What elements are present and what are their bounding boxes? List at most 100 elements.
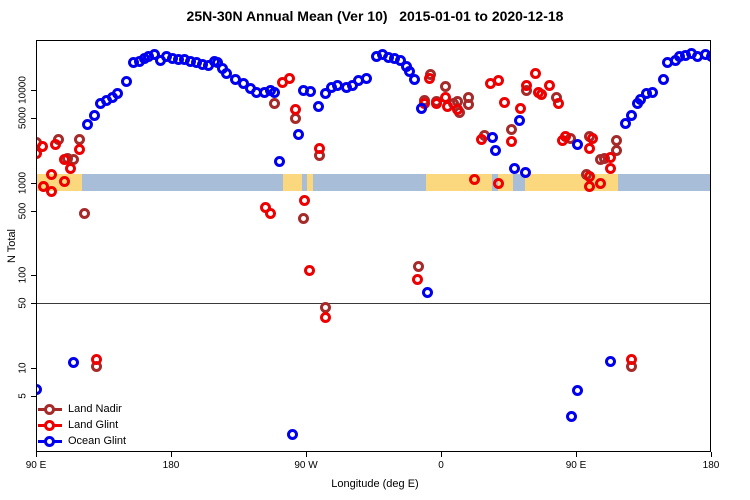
legend-circle-icon <box>44 403 55 415</box>
data-point-land-glint <box>543 79 555 91</box>
legend-item: Land Glint <box>38 417 126 433</box>
data-point-land-glint <box>411 273 423 285</box>
map-strip-segment-ocean <box>301 174 307 192</box>
data-point-ocean-glint <box>566 410 577 422</box>
y-axis-tick <box>31 90 36 92</box>
data-point-ocean-glint <box>273 156 285 168</box>
data-point-land-glint <box>441 101 453 113</box>
legend: Land Nadir Land Glint Ocean Glint <box>38 401 126 449</box>
y-axis-tick-label: 5 <box>17 393 29 399</box>
data-point-land-glint <box>452 104 463 116</box>
data-point-land-glint <box>626 354 637 366</box>
legend-marker-icon <box>38 403 62 415</box>
data-point-land-glint <box>515 103 526 115</box>
data-point-land-glint <box>45 186 57 198</box>
y-axis-tick <box>31 182 36 184</box>
data-point-land-glint <box>536 89 547 101</box>
data-point-land-nadir <box>78 207 90 219</box>
data-point-ocean-glint <box>149 48 160 60</box>
data-point-land-glint <box>90 354 102 366</box>
data-point-land-glint <box>498 97 510 109</box>
data-point-land-nadir <box>413 260 424 272</box>
map-strip-segment-ocean <box>617 174 711 192</box>
plot-border <box>36 40 711 452</box>
data-point-ocean-glint <box>572 139 583 151</box>
data-point-ocean-glint <box>647 87 658 99</box>
data-point-ocean-glint <box>221 67 232 79</box>
data-point-ocean-glint <box>360 72 372 84</box>
data-point-land-glint <box>584 143 595 154</box>
data-point-ocean-glint <box>657 74 669 86</box>
y-axis-tick <box>31 117 36 119</box>
y-axis-tick-label: 100 <box>17 267 29 284</box>
data-point-ocean-glint <box>287 429 298 441</box>
chart-title: 25N-30N Annual Mean (Ver 10) 2015-01-01 … <box>186 8 564 24</box>
data-point-land-nadir <box>74 134 85 146</box>
data-point-land-glint <box>584 170 595 182</box>
data-point-ocean-glint <box>312 101 324 113</box>
x-axis-tick-label: 180 <box>162 460 180 471</box>
data-point-ocean-glint <box>489 145 501 157</box>
x-axis-tick <box>441 452 442 457</box>
data-point-land-nadir <box>506 123 517 135</box>
data-point-ocean-glint <box>36 384 42 396</box>
data-point-ocean-glint <box>269 87 280 99</box>
data-point-land-glint <box>36 141 48 153</box>
y-axis-tick <box>31 275 36 277</box>
data-point-land-glint <box>314 142 325 154</box>
data-point-land-glint <box>74 144 85 156</box>
data-point-ocean-glint <box>705 50 711 62</box>
data-point-land-glint <box>59 154 70 166</box>
data-point-ocean-glint <box>422 287 433 299</box>
map-strip-segment-land <box>283 174 302 192</box>
x-axis-tick <box>576 452 577 457</box>
data-point-ocean-glint <box>626 110 637 122</box>
data-point-ocean-glint <box>572 385 583 397</box>
legend-item: Land Nadir <box>38 401 126 417</box>
data-point-land-nadir <box>269 97 280 109</box>
y-axis-tick <box>31 395 36 397</box>
plot-area <box>36 40 711 452</box>
legend-item: Ocean Glint <box>38 433 126 449</box>
data-point-ocean-glint <box>305 85 316 97</box>
data-point-ocean-glint <box>120 75 132 87</box>
data-point-ocean-glint <box>605 356 616 368</box>
data-point-land-glint <box>468 173 480 185</box>
legend-circle-icon <box>44 419 55 431</box>
legend-circle-icon <box>44 435 55 447</box>
y-axis-tick-label: 1000 <box>17 171 29 194</box>
y-axis-tick-label: 10 <box>17 362 29 374</box>
legend-marker-icon <box>38 435 62 447</box>
x-axis-title: Longitude (deg E) <box>331 478 419 490</box>
data-point-land-nadir <box>611 144 622 156</box>
data-point-land-glint <box>303 264 315 276</box>
x-axis-tick <box>711 452 712 457</box>
data-point-land-glint <box>605 152 616 164</box>
data-point-ocean-glint <box>68 356 79 368</box>
data-point-land-glint <box>560 131 571 143</box>
legend-item-label: Ocean Glint <box>68 435 127 447</box>
data-point-land-glint <box>45 169 57 181</box>
data-point-land-glint <box>65 162 76 174</box>
reference-line-50 <box>36 303 711 305</box>
y-axis-tick-label: 500 <box>17 202 29 219</box>
data-point-ocean-glint <box>408 74 420 85</box>
x-axis-tick-label: 90 W <box>294 460 318 471</box>
data-point-ocean-glint <box>111 88 123 100</box>
y-axis-tick <box>31 303 36 305</box>
data-point-land-glint <box>264 207 276 219</box>
data-point-land-glint <box>492 178 504 190</box>
map-strip-segment-ocean <box>312 174 427 192</box>
data-point-ocean-glint <box>395 55 406 67</box>
x-axis-tick <box>171 452 172 457</box>
data-point-land-nadir <box>440 80 451 92</box>
y-axis-tick <box>31 210 36 212</box>
data-point-ocean-glint <box>519 167 531 179</box>
map-strip-segment-ocean <box>81 174 284 192</box>
x-axis-tick <box>36 452 37 457</box>
y-axis-tick-label: 5000 <box>17 106 29 130</box>
data-point-land-glint <box>506 136 517 148</box>
data-point-ocean-glint <box>635 94 646 106</box>
data-point-land-nadir <box>611 134 622 146</box>
